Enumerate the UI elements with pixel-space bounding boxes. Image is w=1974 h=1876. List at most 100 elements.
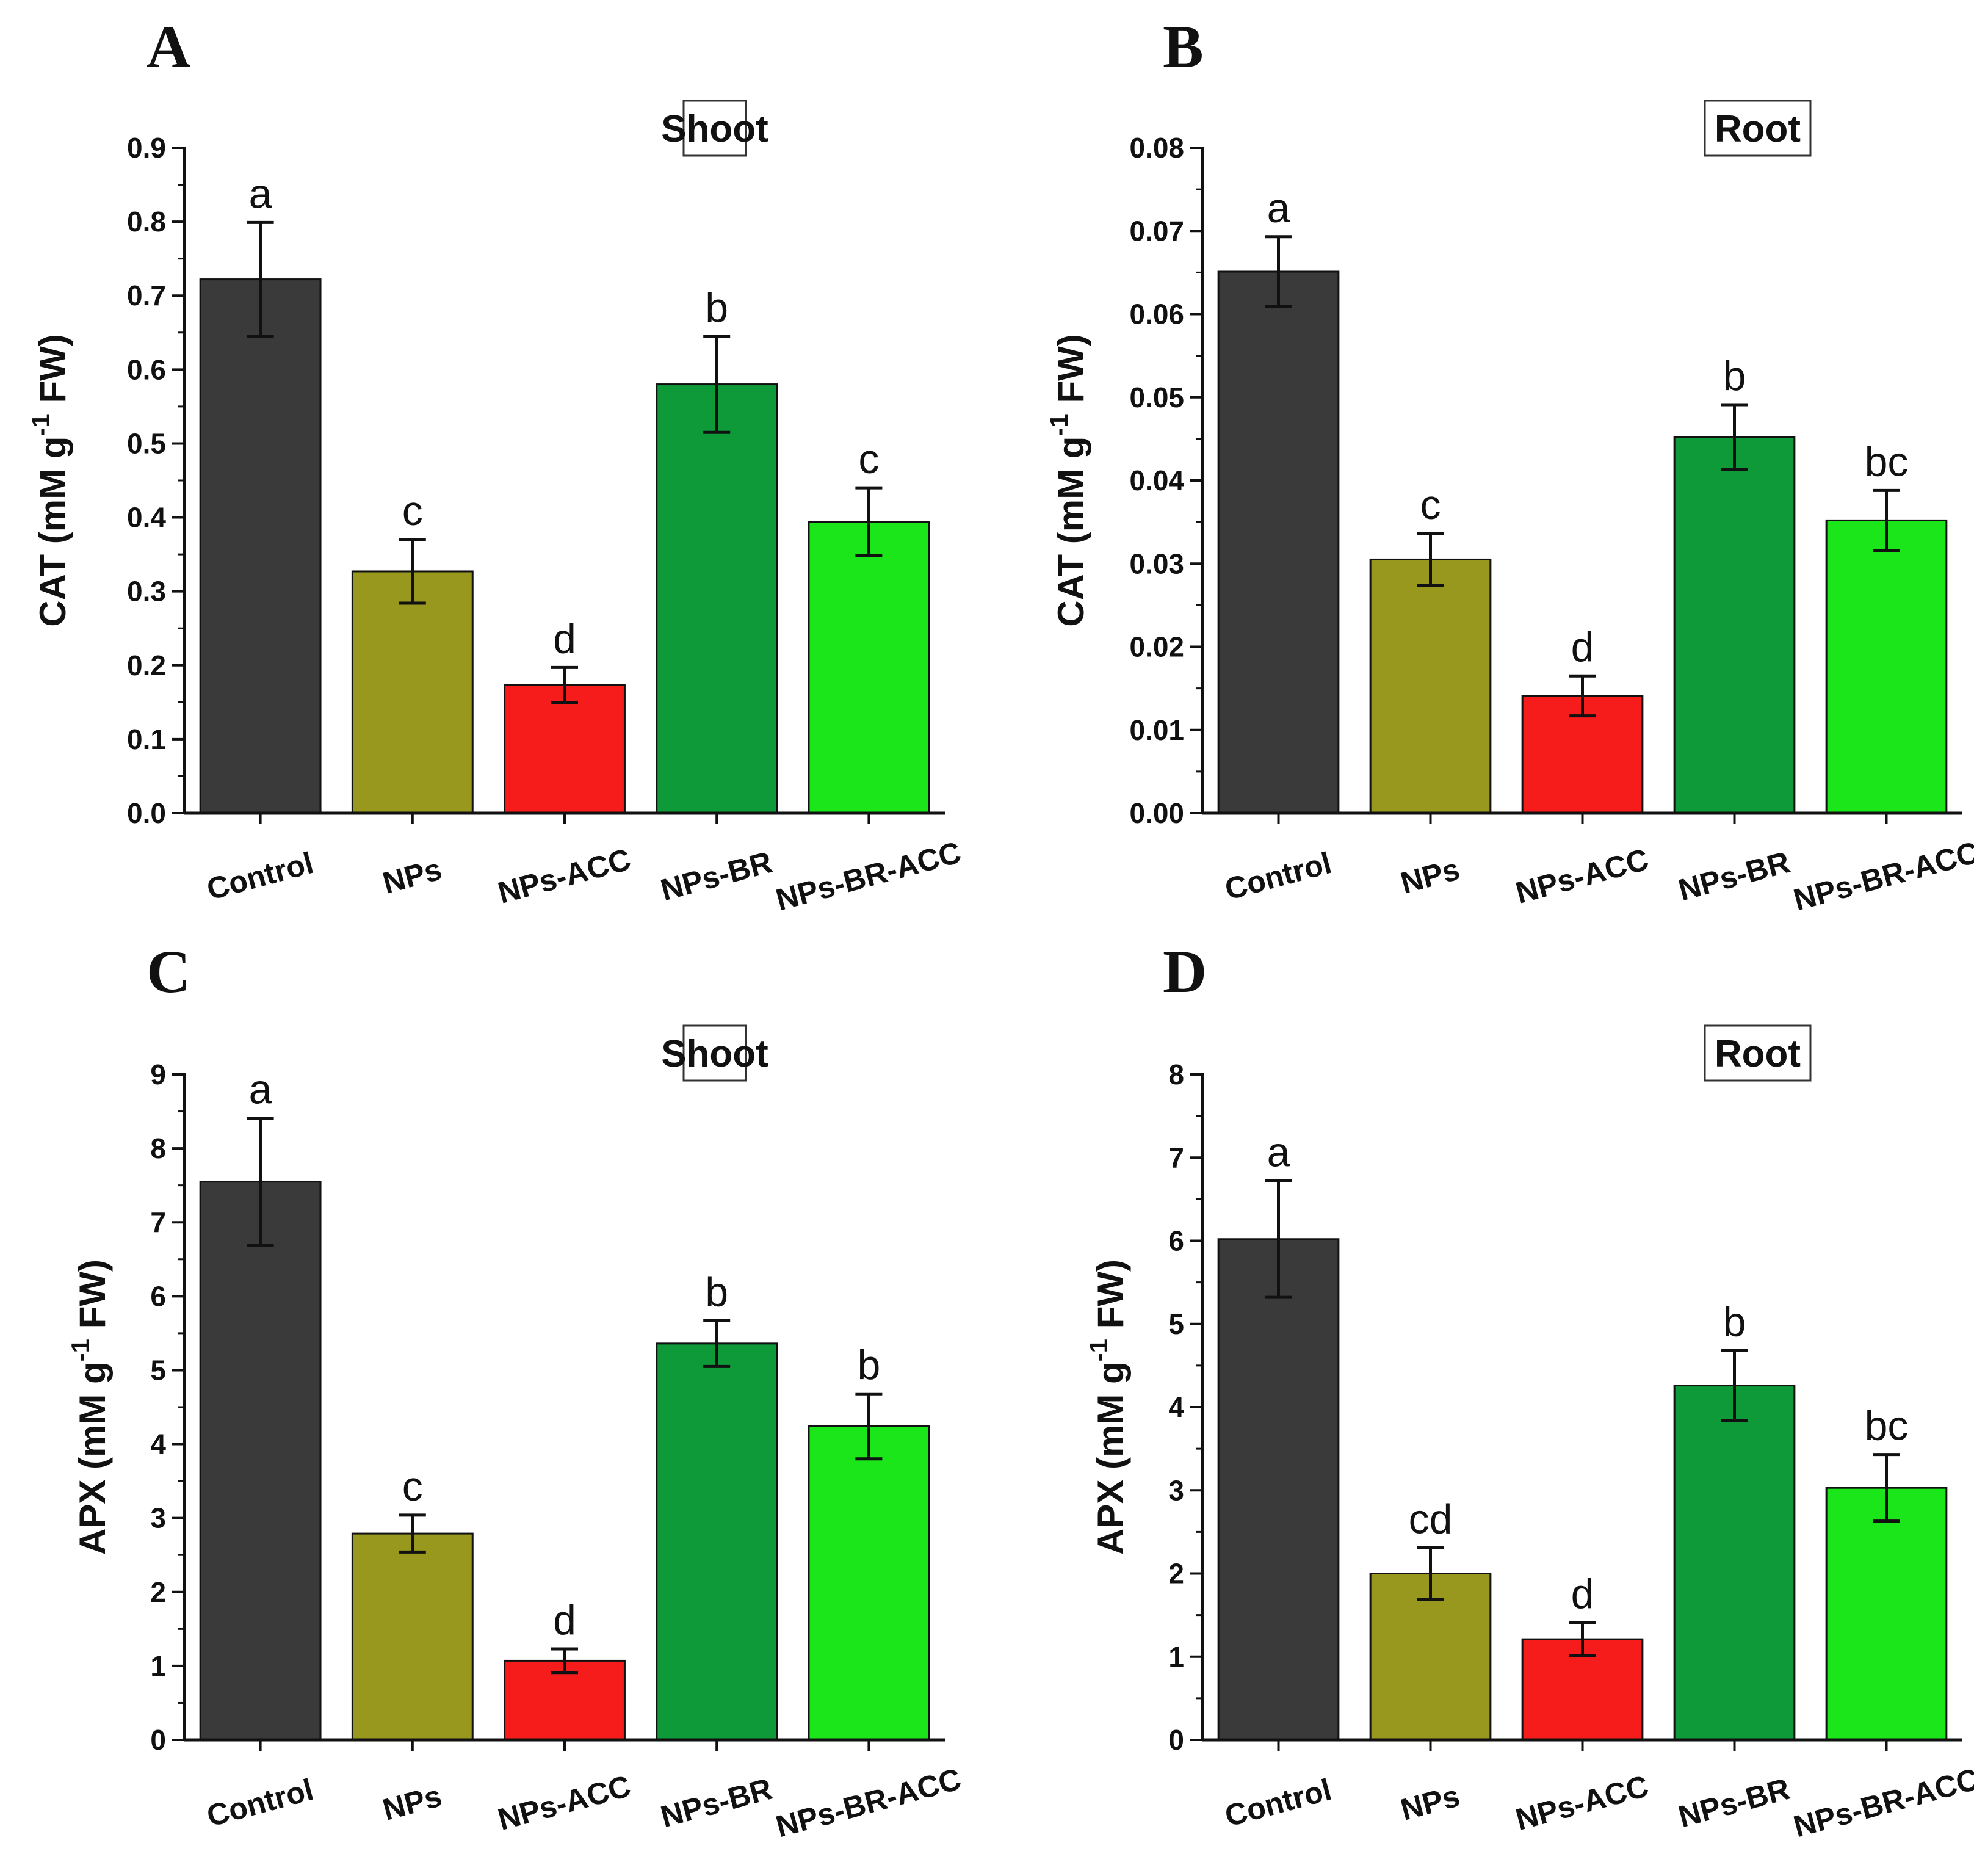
error-bar (399, 538, 426, 605)
y-tick-label: 0.2 (127, 650, 166, 681)
y-tick-label: 1 (150, 1650, 166, 1682)
error-bar (703, 335, 731, 434)
significance-letter: c (1420, 482, 1441, 528)
x-tick-label: Control (203, 1772, 317, 1833)
y-tick-label: 0.8 (127, 206, 166, 237)
bar-control (199, 1181, 322, 1741)
y-tick-label: 0.3 (127, 576, 166, 607)
y-tick-label: 0.08 (1129, 132, 1184, 164)
y-axis-label-sup: -1 (66, 1339, 95, 1361)
significance-letter: d (1571, 1571, 1594, 1617)
error-bar (1569, 1621, 1596, 1657)
y-tick-label: 0.03 (1129, 548, 1184, 579)
y-axis-label: CAT (mM g-1 FW) (1044, 334, 1091, 626)
bar-nps (1369, 558, 1492, 814)
y-tick-label: 0.04 (1129, 465, 1184, 496)
significance-letter: bc (1865, 1403, 1909, 1449)
y-axis-label-sup: -1 (26, 413, 55, 436)
y-tick-label: 6 (150, 1280, 166, 1312)
panel-letter: D (1163, 938, 1207, 1005)
bar-nps-br-acc (808, 1425, 930, 1741)
chart-panel-c: C Shoot a Control c NPs d NPs-ACC b NPs-BR b NPs-BR… (66, 938, 964, 1844)
y-tick-label: 7 (1168, 1142, 1184, 1173)
significance-letter: a (1267, 185, 1290, 231)
y-axis-label-sup: -1 (1044, 413, 1073, 436)
y-tick-label: 5 (150, 1354, 166, 1386)
x-tick-label: NPs (1397, 852, 1463, 900)
error-bar (1873, 488, 1900, 552)
bar-nps-br (1673, 436, 1796, 814)
error-bar (1721, 1349, 1748, 1422)
significance-letter: c (402, 488, 423, 534)
chart-title: Shoot (661, 1033, 768, 1075)
significance-letter: b (705, 284, 728, 331)
error-bar (1721, 403, 1748, 471)
bar-nps-br (1673, 1385, 1796, 1741)
x-tick-label: NPs (379, 852, 445, 900)
y-tick-label: 0.05 (1129, 382, 1184, 413)
title-box (682, 1024, 747, 1082)
x-tick-label: NPs-ACC (1512, 842, 1652, 910)
error-bar (1265, 1179, 1292, 1299)
y-axis-label-main: APX (mM g (72, 1361, 113, 1555)
y-axis-label: CAT (mM g-1 FW) (26, 334, 73, 626)
y-tick-label: 0.7 (127, 280, 166, 311)
x-tick-label: NPs-BR-ACC (772, 1762, 964, 1844)
x-tick-label: Control (203, 846, 317, 907)
x-tick-label: NPs-BR (657, 1772, 776, 1834)
bar-nps-br-acc (808, 521, 930, 814)
chart-panel-a: A Shoot a Control c NPs d NPs-ACC b NPs-BR c NPs-BR… (26, 13, 964, 917)
y-tick-label: 0.07 (1129, 215, 1184, 247)
error-bar (703, 1319, 731, 1368)
y-axis-label: APX (mM g-1 FW) (66, 1259, 113, 1555)
significance-letter: b (857, 1342, 880, 1388)
x-tick-label: NPs-BR (1675, 845, 1793, 907)
y-axis-label-end: FW) (32, 334, 73, 413)
chart-title: Root (1715, 1033, 1801, 1075)
y-axis-label-main: CAT (mM g (32, 436, 73, 627)
y-tick-label: 2 (150, 1576, 166, 1608)
y-axis-label-end: FW) (72, 1259, 113, 1339)
y-axis-label-end: FW) (1090, 1259, 1131, 1339)
error-bar (1417, 1546, 1444, 1601)
significance-letter: b (1723, 1298, 1746, 1345)
significance-letter: b (705, 1269, 728, 1315)
x-tick-label: NPs-BR-ACC (1790, 1762, 1974, 1844)
significance-letter: c (858, 436, 879, 482)
chart-panel-b: B Root a Control c NPs d NPs-ACC b NPs-BR bc NPs-BR… (1044, 13, 1974, 917)
error-bar (551, 665, 578, 705)
bar-control (1217, 270, 1340, 814)
y-tick-label: 6 (1168, 1225, 1184, 1257)
error-bar (1873, 1453, 1900, 1523)
y-tick-label: 0 (1168, 1724, 1184, 1756)
title-box (682, 100, 747, 157)
y-tick-label: 4 (150, 1429, 166, 1460)
error-bar (247, 220, 274, 338)
y-tick-label: 0.01 (1129, 714, 1184, 746)
panel-letter: C (146, 938, 190, 1005)
x-tick-label: Control (1221, 846, 1335, 907)
bar-control (1217, 1238, 1340, 1741)
y-tick-label: 4 (1168, 1391, 1184, 1423)
x-tick-label: NPs (379, 1778, 445, 1827)
panel-letter: A (146, 13, 190, 81)
y-tick-label: 1 (1168, 1641, 1184, 1673)
x-tick-label: NPs-BR-ACC (1790, 835, 1974, 918)
x-tick-label: NPs-ACC (1512, 1769, 1652, 1837)
y-tick-label: 0.0 (127, 797, 166, 829)
bar-control (199, 278, 322, 814)
y-tick-label: 8 (1168, 1059, 1184, 1090)
bar-nps-br-acc (1825, 519, 1948, 814)
y-tick-label: 0.4 (127, 502, 166, 534)
significance-letter: d (553, 1597, 576, 1643)
error-bar (551, 1647, 578, 1675)
x-tick-label: NPs-ACC (494, 842, 634, 910)
y-tick-label: 9 (150, 1059, 166, 1090)
significance-letter: d (553, 615, 576, 662)
y-tick-label: 5 (1168, 1308, 1184, 1340)
significance-letter: a (1267, 1129, 1290, 1175)
bar-nps (351, 570, 474, 814)
error-bar (855, 1392, 883, 1461)
error-bar (1569, 674, 1596, 718)
y-tick-label: 0.9 (127, 132, 166, 164)
